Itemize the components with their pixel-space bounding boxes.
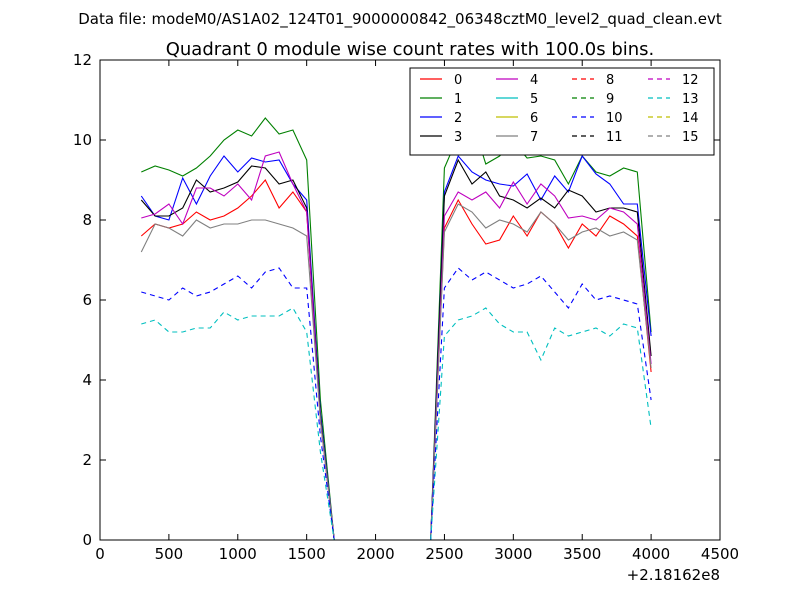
legend-label-12: 12 <box>682 73 699 88</box>
legend-label-1: 1 <box>454 92 462 107</box>
suptitle: Data file: modeM0/AS1A02_124T01_90000008… <box>78 10 722 29</box>
legend-label-2: 2 <box>454 111 462 126</box>
series-line-10 <box>141 267 652 541</box>
x-offset-label: +2.18162e8 <box>627 566 720 584</box>
legend-label-14: 14 <box>682 111 699 126</box>
x-tick-label-0: 0 <box>95 545 105 563</box>
y-tick-label-0: 0 <box>82 531 92 549</box>
series-line-4 <box>141 151 652 541</box>
x-tick-label-6: 3000 <box>494 545 532 563</box>
x-tick-label-4: 2000 <box>356 545 394 563</box>
legend-label-3: 3 <box>454 130 462 145</box>
series-line-7 <box>140 203 652 541</box>
x-tick-label-9: 4500 <box>701 545 739 563</box>
x-tick-label-2: 1000 <box>219 545 257 563</box>
legend-label-8: 8 <box>606 73 614 88</box>
series-line-0 <box>140 179 652 541</box>
y-tick-label-1: 2 <box>82 451 92 469</box>
legend-label-7: 7 <box>530 130 538 145</box>
legend-label-9: 9 <box>606 92 614 107</box>
x-tick-label-3: 1500 <box>288 545 326 563</box>
legend-label-13: 13 <box>682 92 699 107</box>
legend-label-11: 11 <box>606 130 623 145</box>
y-tick-label-6: 12 <box>73 51 92 69</box>
x-tick-label-5: 2500 <box>425 545 463 563</box>
series-line-13 <box>141 307 652 541</box>
series-layer <box>140 117 652 541</box>
series-line-1 <box>141 117 652 541</box>
chart-title: Quadrant 0 module wise count rates with … <box>166 39 655 60</box>
axes-layer: 0 500 1000 1500 2000 2500 3000 3500 4000 4500 0 2 4 6… <box>73 51 739 563</box>
legend-label-4: 4 <box>530 73 538 88</box>
legend-label-6: 6 <box>530 111 538 126</box>
y-tick-label-5: 10 <box>73 131 92 149</box>
legend-label-15: 15 <box>682 130 699 145</box>
legend-box <box>409 67 715 156</box>
y-tick-label-4: 8 <box>82 211 92 229</box>
x-tick-label-8: 4000 <box>632 545 670 563</box>
series-line-2 <box>140 154 652 541</box>
y-tick-label-2: 4 <box>82 371 92 389</box>
legend-label-10: 10 <box>606 111 623 126</box>
x-tick-label-1: 500 <box>155 545 184 563</box>
legend-label-5: 5 <box>530 92 538 107</box>
legend-label-0: 0 <box>454 73 462 88</box>
x-tick-label-7: 3500 <box>563 545 601 563</box>
y-tick-label-3: 6 <box>82 291 92 309</box>
